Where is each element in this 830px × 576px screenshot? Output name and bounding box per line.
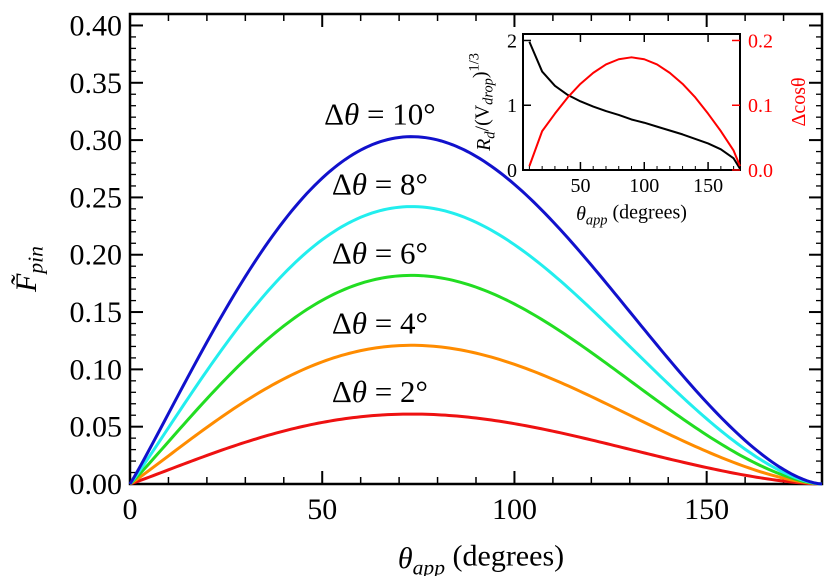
series-line-6deg xyxy=(128,273,823,486)
inset-series-radius xyxy=(528,41,741,170)
x-tick-label: 50 xyxy=(307,493,337,526)
inset-frame xyxy=(522,33,741,171)
inset-x-tick-label: 100 xyxy=(629,175,659,197)
series-line-10deg xyxy=(128,135,823,486)
y-axis-title: F̃pin​ xyxy=(10,246,47,293)
y-tick-label: 0.30 xyxy=(70,124,123,157)
y-tick-label: 0.00 xyxy=(70,468,123,501)
y-tick-label: 0.25 xyxy=(70,181,123,214)
x-axis-title: θapp​ (degrees) xyxy=(398,539,564,576)
inset-y-right-axis-title: Δcosθ xyxy=(788,77,810,126)
inset-x-axis-title: θapp​ (degrees) xyxy=(576,201,687,228)
inset-y-left-tick-label: 0 xyxy=(507,160,517,182)
x-tick-label: 0 xyxy=(123,493,138,526)
inset-x-tick-label: 50 xyxy=(570,175,590,197)
inset-y-left-axis-title: Rd​/(Vdrop​)1/3​ xyxy=(467,53,499,152)
y-tick-label: 0.20 xyxy=(70,239,123,272)
y-tick-label: 0.05 xyxy=(70,411,123,444)
main-plot: 0 50 100 1500.000.050.100.150.200.250.300.3… xyxy=(10,9,824,576)
inset-series-delta-cos xyxy=(528,56,741,167)
x-tick-label: 150 xyxy=(684,493,729,526)
inset-y-left-tick-label: 1 xyxy=(507,95,517,117)
series-annotation: Δθ = 2° xyxy=(332,374,428,409)
series-annotation: Δθ = 6° xyxy=(332,235,428,270)
inset-y-left-tick-label: 2 xyxy=(507,30,517,52)
y-tick-label: 0.40 xyxy=(70,9,123,42)
inset-y-right-tick-label: 0.1 xyxy=(748,95,773,117)
series-line-8deg xyxy=(128,205,823,486)
series-annotation: Δθ = 10° xyxy=(324,97,436,132)
y-tick-label: 0.10 xyxy=(70,353,123,386)
x-tick-label: 100 xyxy=(492,493,537,526)
y-tick-label: 0.15 xyxy=(70,296,123,329)
series-line-4deg xyxy=(129,343,823,486)
inset-x-tick-label: 150 xyxy=(693,175,723,197)
y-tick-label: 0.35 xyxy=(70,67,123,100)
series-line-2deg xyxy=(129,412,823,486)
series-annotation: Δθ = 4° xyxy=(332,305,428,340)
inset-plot: 50 100 150 0 1 2 0.0 0.1 0.2 θapp​ (degrees) Rd​/(… xyxy=(467,30,810,228)
series-annotation: Δθ = 8° xyxy=(332,167,428,202)
inset-y-right-tick-label: 0.0 xyxy=(748,160,773,182)
inset-y-right-tick-label: 0.2 xyxy=(748,30,773,52)
